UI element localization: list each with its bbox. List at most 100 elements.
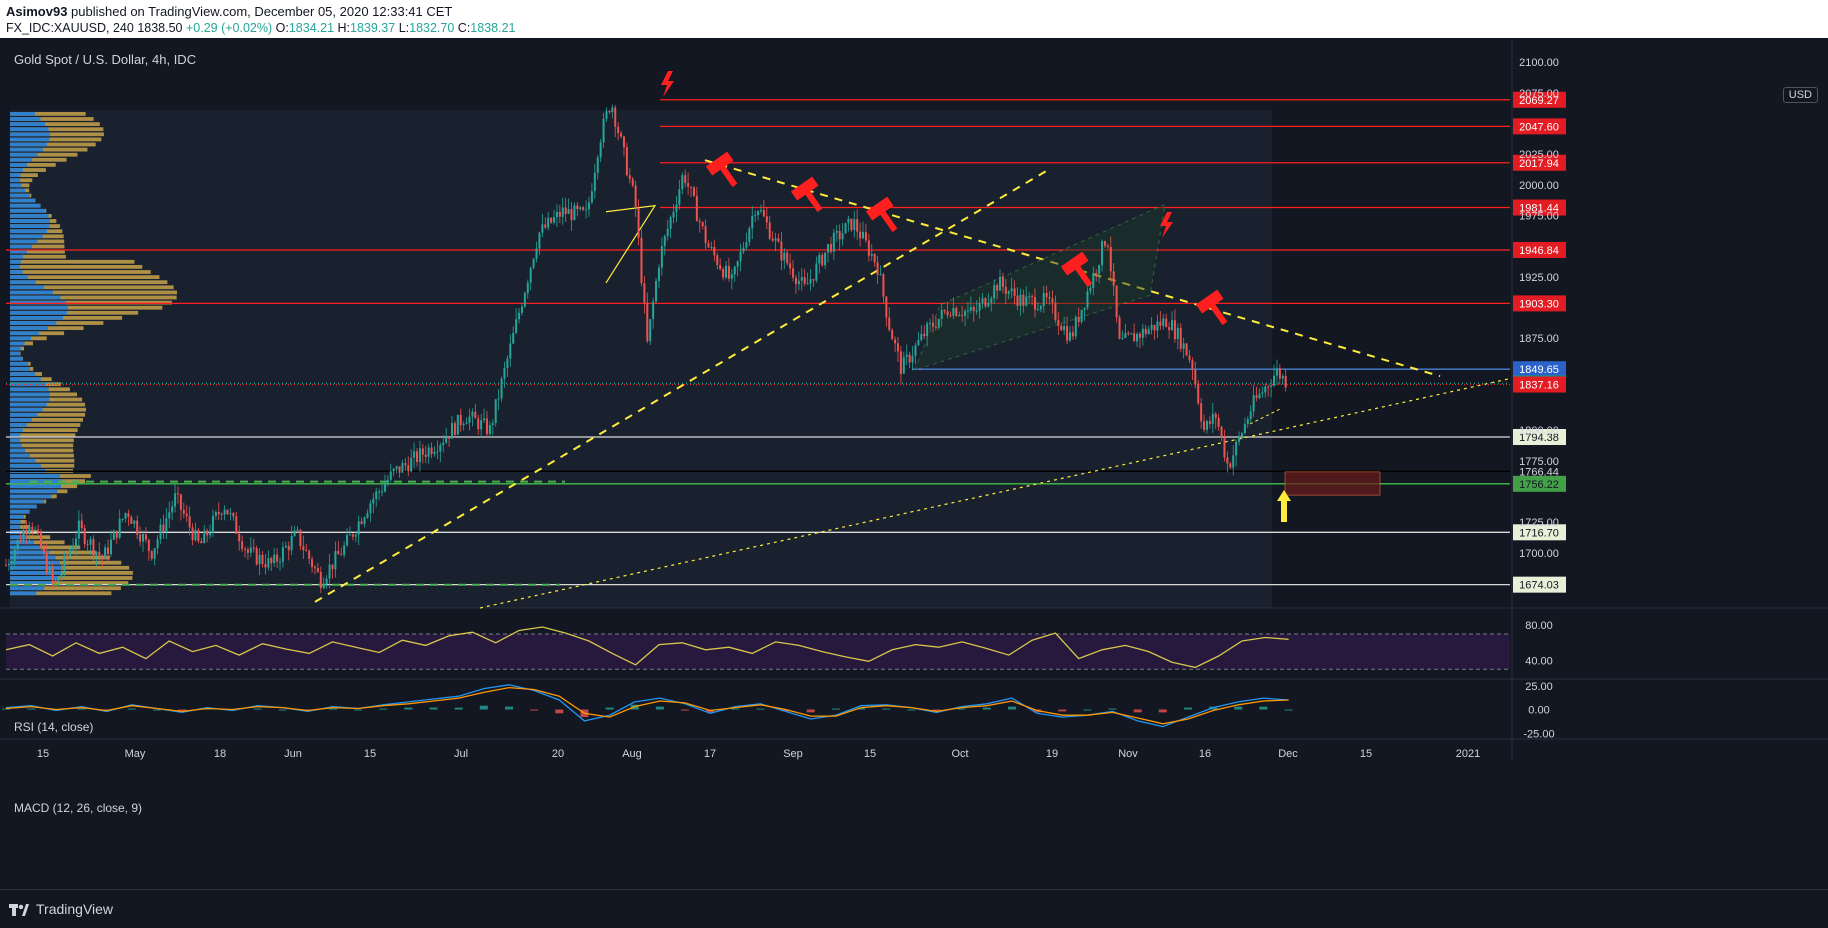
candle-body bbox=[424, 454, 427, 457]
profile-bar-blue bbox=[10, 484, 62, 489]
macd-histogram-bar bbox=[152, 709, 161, 711]
profile-bar-blue bbox=[10, 275, 29, 279]
close-label: C: bbox=[457, 21, 471, 35]
profile-bar-gold bbox=[10, 305, 163, 310]
currency-selector[interactable]: USD bbox=[1782, 87, 1818, 103]
trendline-ascending bbox=[314, 167, 1051, 603]
candle-body bbox=[535, 248, 538, 259]
profile-bar-gold bbox=[10, 168, 46, 172]
candle-body bbox=[214, 512, 217, 516]
candle-body bbox=[961, 315, 964, 317]
candle-body bbox=[911, 355, 914, 363]
profile-bar-gold bbox=[10, 438, 74, 443]
candle-body bbox=[1162, 318, 1165, 326]
profile-bar-blue bbox=[10, 514, 24, 519]
candle-body bbox=[739, 251, 742, 262]
y-tick-label: 1775.00 bbox=[1519, 456, 1559, 468]
candle-body bbox=[873, 254, 876, 263]
candle-body bbox=[16, 539, 19, 550]
profile-bar-gold bbox=[10, 259, 135, 264]
chart-area[interactable]: 2069.27 2047.60 2017.94 1981.44 1946.84 1903.… bbox=[0, 38, 1828, 889]
candle-body bbox=[121, 518, 124, 520]
macd-tick-label: 0.00 bbox=[1528, 705, 1549, 717]
candle-body bbox=[847, 218, 850, 224]
candle-body bbox=[147, 539, 150, 552]
candle-body bbox=[958, 315, 961, 317]
candle-body bbox=[179, 494, 182, 510]
candle-body bbox=[246, 549, 249, 553]
candle-body bbox=[142, 534, 145, 542]
profile-bar-blue bbox=[10, 428, 23, 432]
candle-body bbox=[789, 263, 792, 269]
profile-bar-blue bbox=[10, 372, 36, 376]
candle-body bbox=[684, 175, 687, 183]
candle-body bbox=[1127, 333, 1130, 335]
y-tick-label: 2100.00 bbox=[1519, 57, 1559, 69]
level-tag bbox=[1513, 118, 1566, 135]
candle-body bbox=[1045, 292, 1048, 298]
candle-body bbox=[494, 399, 497, 424]
publisher-name[interactable]: Asimov93 bbox=[6, 4, 68, 19]
macd-histogram-bar bbox=[731, 708, 740, 710]
candle-body bbox=[139, 534, 142, 542]
level-tag bbox=[1513, 199, 1566, 216]
candle-body bbox=[72, 546, 75, 550]
hammer-handle bbox=[719, 165, 738, 188]
candle-body bbox=[354, 534, 357, 537]
candle-body bbox=[480, 420, 483, 430]
chart-svg[interactable]: 2069.27 2047.60 2017.94 1981.44 1946.84 1903.… bbox=[0, 38, 1828, 889]
candle-body bbox=[153, 548, 156, 559]
profile-bar-gold bbox=[10, 402, 86, 407]
candle-body bbox=[421, 448, 424, 455]
candle-body bbox=[1200, 403, 1203, 422]
candle-body bbox=[223, 509, 226, 515]
candle-body bbox=[643, 283, 646, 303]
profile-bar-blue bbox=[10, 280, 36, 285]
candle-body bbox=[902, 356, 905, 374]
hammer-head bbox=[705, 151, 734, 176]
profile-bar-gold bbox=[10, 453, 74, 458]
candle-body bbox=[375, 491, 378, 499]
profile-bar-blue bbox=[10, 423, 27, 427]
open-value: 1834.21 bbox=[288, 21, 335, 35]
candle-body bbox=[553, 217, 556, 223]
profile-bar-gold bbox=[10, 310, 139, 315]
candle-body bbox=[794, 277, 797, 285]
profile-bar-blue bbox=[10, 443, 22, 448]
profile-bar-gold bbox=[10, 433, 76, 438]
profile-bar-gold bbox=[10, 275, 160, 279]
macd-histogram-bar bbox=[932, 709, 941, 711]
trendline-long bbox=[479, 378, 1511, 609]
candle-body bbox=[1168, 327, 1171, 331]
candle-body bbox=[532, 258, 535, 268]
x-tick-label: 16 bbox=[1199, 748, 1211, 760]
candle-body bbox=[608, 111, 611, 113]
level-tag bbox=[1513, 154, 1566, 171]
rsi-tick-label: 80.00 bbox=[1525, 620, 1553, 632]
candle-body bbox=[389, 471, 392, 480]
candle-body bbox=[1249, 411, 1252, 420]
macd-histogram-bar bbox=[806, 709, 815, 713]
candle-body bbox=[1130, 333, 1133, 335]
hammer-icon bbox=[705, 151, 738, 188]
candle-body bbox=[984, 298, 987, 307]
candle-body bbox=[290, 536, 293, 551]
candle-body bbox=[133, 520, 136, 524]
macd-histogram-bar bbox=[77, 708, 86, 710]
profile-bar-blue bbox=[10, 525, 21, 529]
candle-body bbox=[672, 211, 675, 218]
candle-body bbox=[442, 442, 445, 446]
candle-body bbox=[337, 551, 340, 555]
candle-body bbox=[541, 224, 544, 233]
candle-body bbox=[366, 513, 369, 518]
candle-body bbox=[707, 243, 710, 248]
candle-body bbox=[270, 558, 273, 564]
candle-body bbox=[646, 302, 649, 342]
price-change: +0.29 (+0.02%) bbox=[185, 21, 273, 35]
tradingview-brand[interactable]: TradingView bbox=[8, 900, 113, 918]
candle-body bbox=[360, 521, 363, 524]
candle-body bbox=[631, 178, 634, 186]
profile-bar-gold bbox=[10, 555, 110, 560]
profile-bar-blue bbox=[10, 249, 27, 254]
profile-bar-blue bbox=[10, 321, 57, 325]
